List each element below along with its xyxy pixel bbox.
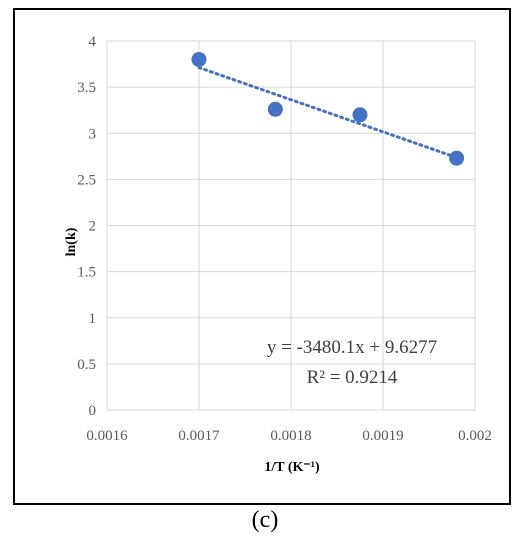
y-tick-label: 2.5: [77, 172, 96, 188]
data-point: [191, 51, 207, 67]
horizontal-gridlines: [107, 40, 475, 411]
trendline-r-squared: R² = 0.9214: [307, 367, 398, 388]
y-tick-label: 1: [89, 311, 97, 327]
y-tick-label: 1.5: [77, 265, 96, 281]
y-tick-label: 2: [89, 219, 97, 235]
x-tick-label: 0.002: [458, 428, 492, 444]
y-tick-label: 4: [89, 34, 97, 50]
y-tick-label: 0: [89, 403, 97, 419]
data-point: [449, 150, 465, 166]
chart-svg: 0.0016 0.0017 0.0018 0.0019 0.002 0 0.5 1 1.5 2 2…: [64, 34, 492, 475]
x-tick-labels: 0.0016 0.0017 0.0018 0.0019 0.002: [86, 428, 492, 444]
data-point: [267, 101, 283, 117]
trendline: [197, 66, 459, 160]
trendline-group: [197, 66, 459, 160]
figure-caption: (c): [251, 507, 279, 533]
x-tick-label: 0.0019: [362, 428, 403, 444]
y-tick-label: 0.5: [77, 357, 96, 373]
y-tick-label: 3.5: [77, 80, 96, 96]
data-points: [191, 51, 465, 166]
x-tick-label: 0.0017: [178, 428, 220, 444]
trendline-equation: y = -3480.1x + 9.6277: [267, 337, 437, 358]
x-tick-label: 0.0018: [270, 428, 311, 444]
y-axis-title: ln(k): [64, 227, 79, 256]
x-axis-title: 1/T (K⁻¹): [264, 460, 320, 475]
y-tick-labels: 0 0.5 1 1.5 2 2.5 3 3.5 4: [77, 34, 96, 419]
data-point: [352, 107, 368, 123]
chart-frame: 0.0016 0.0017 0.0018 0.0019 0.002 0 0.5 1 1.5 2 2…: [13, 8, 511, 505]
y-tick-label: 3: [89, 126, 97, 142]
x-tick-label: 0.0016: [86, 428, 128, 444]
